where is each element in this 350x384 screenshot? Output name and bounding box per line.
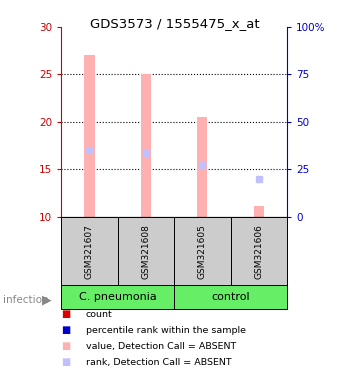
Text: GSM321607: GSM321607 [85, 224, 94, 279]
Text: ■: ■ [61, 358, 70, 367]
Bar [174, 285, 287, 309]
Text: ■: ■ [61, 309, 70, 319]
Bar [61, 285, 174, 309]
Text: count: count [86, 310, 112, 319]
Bar [197, 117, 208, 217]
Text: ■: ■ [61, 341, 70, 351]
Bar [118, 217, 174, 286]
Bar [254, 205, 264, 217]
Text: ▶: ▶ [42, 294, 52, 307]
Bar [174, 217, 231, 286]
Text: percentile rank within the sample: percentile rank within the sample [86, 326, 246, 335]
Bar [231, 217, 287, 286]
Bar [141, 74, 151, 217]
Text: GDS3573 / 1555475_x_at: GDS3573 / 1555475_x_at [90, 17, 260, 30]
Bar [84, 55, 94, 217]
Text: infection: infection [4, 295, 49, 305]
Text: control: control [211, 292, 250, 302]
Text: rank, Detection Call = ABSENT: rank, Detection Call = ABSENT [86, 358, 231, 367]
Text: ■: ■ [61, 325, 70, 335]
Text: GSM321606: GSM321606 [254, 224, 263, 279]
Text: value, Detection Call = ABSENT: value, Detection Call = ABSENT [86, 342, 236, 351]
Text: GSM321605: GSM321605 [198, 224, 207, 279]
Text: GSM321608: GSM321608 [141, 224, 150, 279]
Text: C. pneumonia: C. pneumonia [79, 292, 156, 302]
Bar [61, 217, 118, 286]
